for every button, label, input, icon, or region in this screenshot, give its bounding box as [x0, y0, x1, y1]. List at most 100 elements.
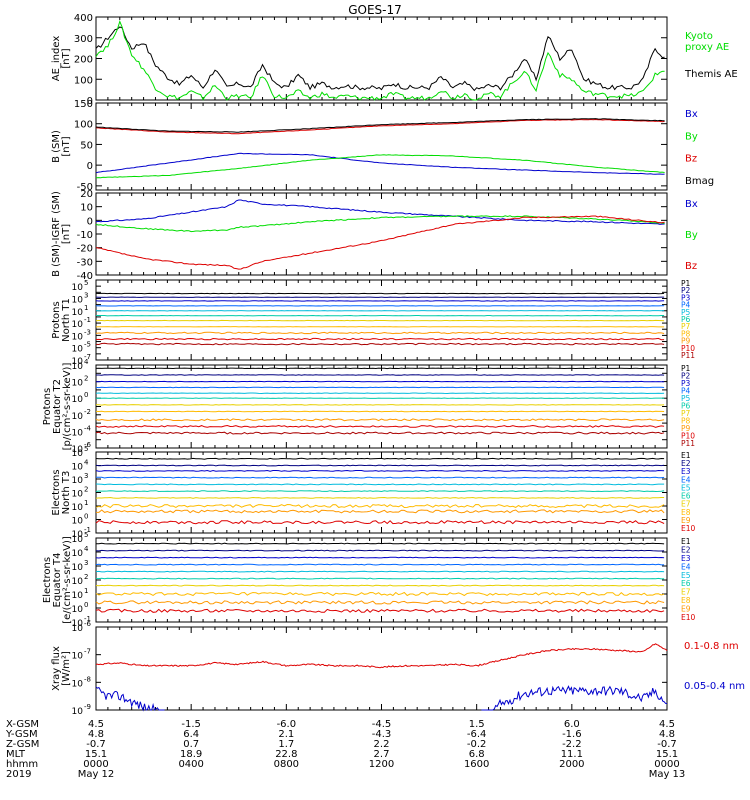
y-tick-exponent: -6	[84, 620, 92, 628]
footer-value: May 13	[649, 769, 686, 780]
footer-value: 18.9	[180, 749, 202, 760]
y-tick-exponent: 5	[84, 445, 88, 453]
legend-label: By	[685, 230, 698, 241]
y-tick-label: 10	[72, 295, 84, 305]
footer-value: -2.2	[562, 739, 582, 750]
series-line-e7	[95, 584, 665, 587]
y-tick-exponent: 2	[84, 573, 88, 581]
footer-value: -4.3	[372, 729, 392, 740]
series-line-e7	[95, 496, 665, 499]
legend-label-e1: E1	[681, 537, 691, 546]
footer-value: -6.4	[467, 729, 487, 740]
footer-value: 1.7	[278, 739, 294, 750]
legend-label-e3: E3	[681, 467, 691, 476]
y-tick-label: 50	[80, 140, 93, 151]
series-line-e8	[95, 503, 665, 509]
y-axis-label: Electrons Equator T4 [e/(cm²-s-sr-keV)]	[42, 536, 73, 624]
series-line-0-05-0-4-nm	[481, 685, 668, 711]
legend-label-e7: E7	[681, 500, 691, 509]
series-line-e9	[96, 509, 665, 514]
series-line-e10	[95, 520, 665, 525]
y-tick-label: 20	[80, 189, 93, 200]
y-axis-label: Protons North T1	[51, 298, 72, 342]
y-tick-exponent: -7	[84, 353, 91, 361]
legend-label-e2: E2	[681, 459, 691, 468]
y-axis-label-line: [e/(cm²-s-sr-keV)]	[62, 536, 73, 624]
footer-value: 1.5	[469, 719, 485, 730]
y-tick-exponent: -1	[84, 316, 91, 324]
y-tick-exponent: 4	[84, 358, 89, 366]
series-line-e6	[95, 490, 665, 493]
y-axis-label-line: Electrons	[51, 469, 62, 515]
y-tick-label: 10	[72, 362, 84, 372]
y-tick-label: -20	[77, 244, 93, 255]
footer-value: May 12	[78, 769, 115, 780]
series-line-p10	[95, 337, 665, 341]
y-tick-label: 10	[72, 345, 84, 355]
y-tick-exponent: -1	[84, 526, 91, 534]
legend-label-p5: P5	[681, 308, 691, 317]
legend-label: Themis AE	[684, 69, 738, 80]
legend-label-e6: E6	[681, 579, 691, 588]
series-line-p9	[95, 418, 665, 422]
series-line-bmag	[95, 118, 665, 133]
footer-value: 4.5	[88, 719, 104, 730]
y-tick-label: 10	[72, 379, 84, 389]
series-line-e4	[95, 563, 665, 566]
y-tick-label: 10	[72, 605, 84, 615]
legend-label-e1: E1	[681, 451, 691, 460]
footer-value: 22.8	[275, 749, 297, 760]
y-tick-label: 10	[72, 332, 84, 342]
footer-value: 0000	[654, 759, 679, 770]
y-tick-label: 200	[74, 55, 93, 66]
series-line-p10	[95, 424, 665, 428]
footer-value: -1.5	[181, 719, 201, 730]
y-tick-label: 10	[72, 652, 84, 662]
series-line-bx	[95, 199, 665, 225]
footer-row-label: hhmm	[6, 759, 38, 770]
y-axis-label-line: Xray flux	[51, 646, 62, 691]
legend-label-e9: E9	[681, 605, 691, 614]
y-tick-exponent: 3	[84, 559, 88, 567]
y-tick-label: 10	[72, 517, 84, 527]
y-tick-exponent: -8	[84, 675, 91, 683]
series-line-e3	[95, 469, 665, 472]
footer-value: -0.2	[467, 739, 487, 750]
panel-frame	[95, 364, 668, 449]
y-tick-label: 100	[74, 120, 93, 131]
y-tick-exponent: -1	[84, 615, 91, 623]
y-tick-exponent: 1	[84, 304, 88, 312]
series-line-0-1-0-8-nm	[95, 643, 668, 669]
legend-label: 0.1-0.8 nm	[684, 641, 739, 652]
y-tick-exponent: 2	[84, 486, 88, 494]
y-tick-label: 10	[72, 395, 84, 405]
series-line-e1	[96, 542, 665, 545]
legend-label-e3: E3	[681, 554, 691, 563]
panel-electrons_equator: Electrons Equator T4 [e/(cm²-s-sr-keV)]10-…	[42, 531, 696, 629]
y-tick-label: 10	[72, 563, 84, 573]
y-tick-label: 10	[72, 412, 84, 422]
footer-value: 0400	[178, 759, 203, 770]
legend-label-e6: E6	[681, 492, 691, 501]
legend-label-p3: P3	[681, 379, 691, 388]
legend-label-e9: E9	[681, 516, 691, 525]
series-line-e9	[95, 600, 665, 605]
y-tick-exponent: -5	[84, 341, 91, 349]
y-tick-label: -50	[77, 182, 93, 193]
legend-label-p6: P6	[681, 315, 691, 324]
y-tick-label: 10	[72, 428, 84, 438]
y-axis-label-line: Electrons	[42, 557, 53, 603]
legend-label-e5: E5	[681, 571, 691, 580]
y-tick-label: 10	[72, 577, 84, 587]
y-tick-label: 10	[72, 449, 84, 459]
series-line-e2	[95, 464, 665, 467]
y-tick-label: -10	[77, 230, 93, 241]
legend-label-p2: P2	[681, 372, 691, 381]
y-axis-label-line: Protons	[51, 301, 62, 338]
y-tick-exponent: 0	[84, 513, 88, 521]
footer-value: 2.2	[374, 739, 390, 750]
y-tick-exponent: 2	[84, 375, 88, 383]
